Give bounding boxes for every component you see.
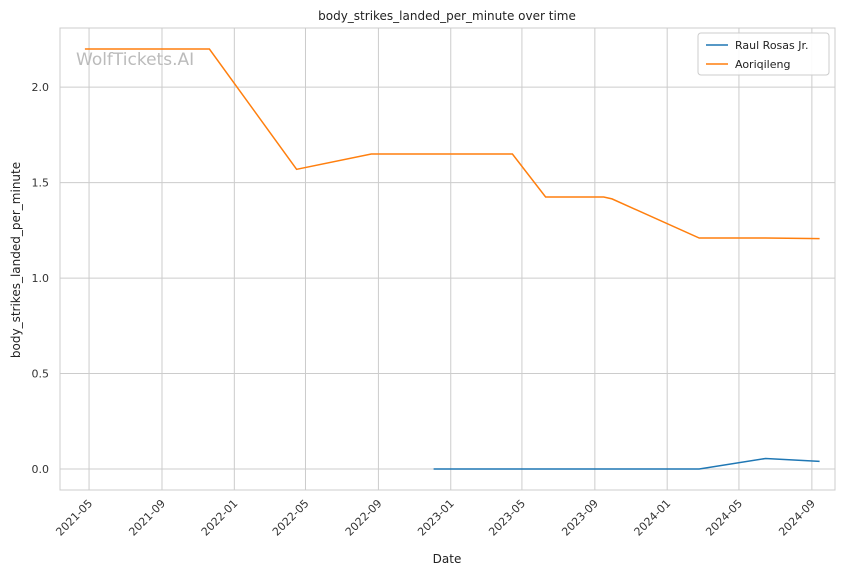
plot-area-frame	[59, 27, 836, 491]
legend-label: Aoriqileng	[735, 58, 790, 71]
x-tick-label: 2024-05	[703, 497, 745, 539]
y-tick-label: 0.5	[32, 368, 50, 381]
x-tick-label: 2023-01	[415, 497, 457, 539]
x-tick-label: 2022-05	[270, 497, 312, 539]
x-tick-labels: 2021-05 2021-09 2022-01 2022-05 2022-09 2023-…	[53, 497, 818, 539]
y-axis-title: body_strikes_landed_per_minute	[9, 162, 23, 358]
x-tick-label: 2023-05	[486, 497, 528, 539]
legend: Raul Rosas Jr. Aoriqileng	[697, 32, 830, 76]
x-tick-label: 2022-09	[343, 497, 385, 539]
x-tick-label: 2023-09	[559, 497, 601, 539]
series-line-2	[84, 48, 820, 240]
series-lines	[84, 48, 820, 470]
y-tick-labels: 0.0 0.5 1.0 1.5 2.0	[32, 81, 50, 476]
chart-title: body_strikes_landed_per_minute over time	[318, 9, 576, 23]
y-tick-label: 2.0	[32, 81, 50, 94]
watermark: WolfTickets.AI	[76, 50, 194, 70]
x-tick-label: 2024-09	[776, 497, 818, 539]
y-tick-label: 1.5	[32, 177, 50, 190]
x-tick-label: 2021-09	[126, 497, 168, 539]
y-tick-label: 1.0	[32, 272, 50, 285]
x-tick-label: 2024-01	[632, 497, 674, 539]
x-tick-label: 2022-01	[199, 497, 241, 539]
grid-lines	[60, 28, 835, 490]
y-tick-label: 0.0	[32, 463, 50, 476]
legend-box	[697, 32, 830, 76]
x-tick-label: 2021-05	[53, 497, 95, 539]
series-line-1	[433, 457, 820, 470]
legend-label: Raul Rosas Jr.	[735, 39, 809, 52]
x-axis-title: Date	[433, 552, 462, 566]
